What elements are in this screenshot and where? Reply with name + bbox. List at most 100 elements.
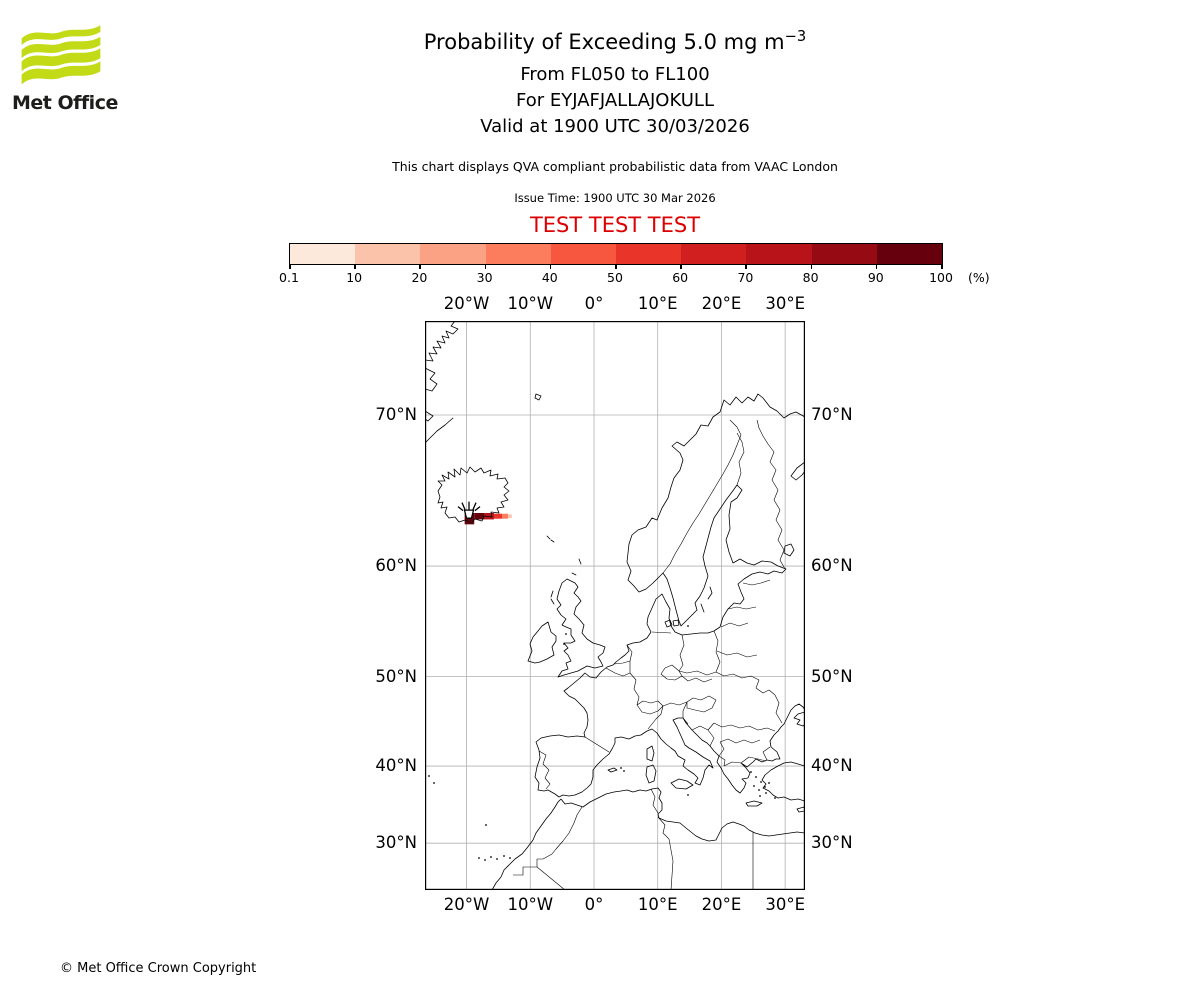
crete-coast [745,800,763,807]
x-axis-label-bottom: 20°E [701,895,742,914]
x-axis-label-bottom: 30°E [765,895,805,914]
border-low-countries [605,644,640,706]
title-main: Probability of Exceeding 5.0 mg m [423,30,785,54]
white-sea-inlet [790,461,805,481]
coastlines [425,321,805,890]
north-africa-coast [491,787,805,890]
plume-cell [474,513,485,520]
colorbar-tick-label: 20 [411,270,428,285]
y-axis-label-left: 30°N [375,833,417,853]
border-baltics [716,579,771,658]
colorbar-tick-label: 40 [541,270,558,285]
colorbar-segment [355,244,421,264]
balearic-islands [607,767,618,773]
jan-mayen-island [534,393,542,401]
y-axis-label-left: 60°N [375,556,417,576]
x-axis-label-top: 10°W [507,294,554,313]
y-axis-label-left: 50°N [375,666,417,686]
colorbar-tick-label: 30 [476,270,493,285]
great-britain-coast [550,578,606,678]
colorbar-tick [615,265,617,269]
colorbar-segment [681,244,747,264]
qva-note: This chart displays QVA compliant probab… [392,159,838,174]
crimea-coast [793,711,805,727]
x-axis-label-top: 10°E [637,294,678,313]
border-balkans [682,717,771,767]
x-axis-label-top: 20°W [443,294,490,313]
x-axis-label-top: 30°E [765,294,805,313]
border-danube-south [713,722,776,732]
colorbar-tick [941,265,943,269]
plume-cell [484,513,494,520]
colorbar-segment [616,244,682,264]
plume-cell [502,513,508,519]
colorbar-segment [876,244,943,264]
colorbar-segment [290,244,356,264]
colorbar-tick [419,265,421,269]
border-germany-denmark [651,631,672,634]
x-axis-label-top: 0° [584,294,604,313]
colorbar-segment [550,244,617,264]
corsica-coast [646,745,655,762]
y-axis-label-left: 40°N [375,756,417,776]
border-iberia [538,736,610,790]
logo-waves-icon [21,25,101,85]
subtitle-valid-time: Valid at 1900 UTC 30/03/2026 [480,116,750,137]
anatolia-coast [761,761,805,802]
ireland-coast [527,621,557,664]
continental-europe-coast [534,393,805,798]
sardinia-coast [645,764,657,784]
cyprus-coast [796,806,805,813]
colorbar-tick-label: 60 [672,270,689,285]
map-panel [425,321,805,890]
y-axis-label-right: 30°N [811,833,853,853]
border-finland-russia [756,419,786,570]
colorbar-segment [420,244,486,264]
colorbar-segment [811,244,877,264]
border-north-africa [513,788,754,890]
x-axis-label-top: 20°E [701,294,742,313]
greenland-coast [425,321,459,444]
colorbar-tick [549,265,552,269]
test-banner: TEST TEST TEST [529,213,701,237]
colorbar-segment [746,244,812,264]
plume-cell [507,514,512,519]
colorbar-segment [485,244,551,264]
title-exponent: −3 [784,28,807,45]
map-gridlines [425,321,805,890]
country-borders [513,419,786,890]
y-axis-label-left: 70°N [375,405,417,424]
page-title: Probability of Exceeding 5.0 mg m−3 [215,28,1015,54]
border-france-italy [647,705,664,730]
colorbar-tick-label: 10 [346,270,363,285]
colorbar-tick [680,265,682,269]
map-frame [425,321,805,890]
danish-islands [664,619,680,628]
colorbar-tick-label: 90 [867,270,884,285]
met-office-logo: Met Office [12,22,132,114]
probability-colorbar [289,243,943,265]
issue-time: Issue Time: 1900 UTC 30 Mar 2026 [514,191,716,205]
colorbar-tick [745,265,747,269]
colorbar-tick [875,265,878,269]
small-islands [428,625,776,861]
sicily-coast [670,778,694,790]
gotland-oland [700,586,713,613]
colorbar-tick [484,265,487,269]
subtitle-flight-levels: From FL050 to FL100 [520,64,710,85]
border-hungary [686,695,717,713]
europe-map [425,321,805,890]
colorbar-unit: (%) [968,270,990,285]
faroe-islands [546,535,555,543]
shetland-orkney [571,558,582,576]
logo-text: Met Office [12,92,118,114]
border-czech [660,664,683,681]
border-sweden-finland [736,432,745,486]
y-axis-label-right: 60°N [811,556,853,576]
x-axis-label-bottom: 0° [584,895,604,914]
subtitle-volcano: For EYJAFJALLAJOKULL [516,90,714,111]
colorbar-tick-label: 100 [929,270,953,285]
x-axis-label-bottom: 10°W [507,895,554,914]
plume-cell [493,513,503,519]
